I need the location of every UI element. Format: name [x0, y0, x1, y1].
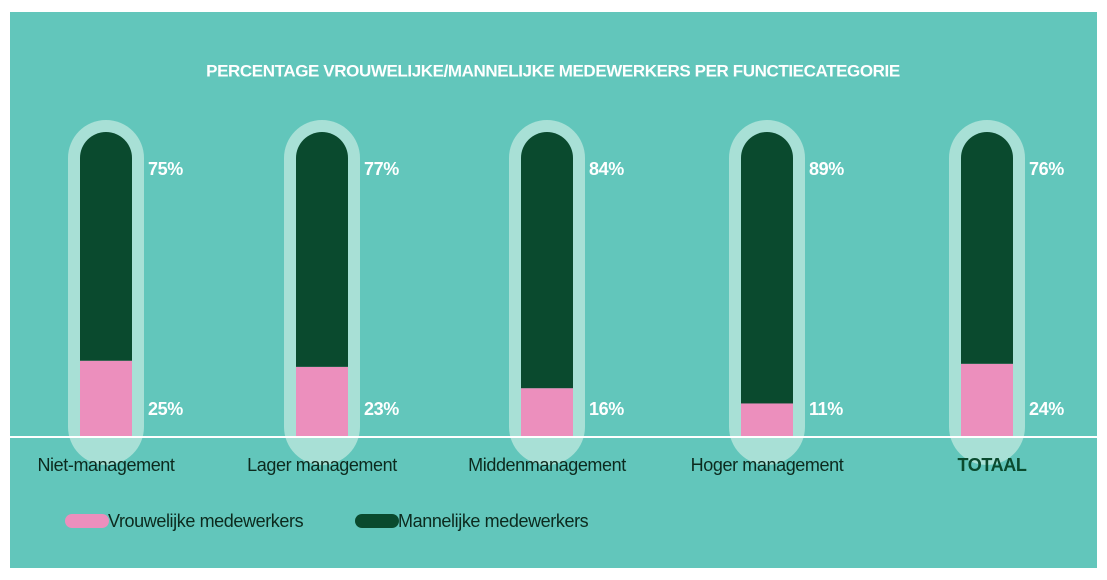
- bar-segment: [961, 132, 1013, 364]
- legend-label: Vrouwelijke medewerkers: [108, 511, 304, 531]
- value-label: 89%: [809, 159, 844, 179]
- value-label: 75%: [148, 159, 183, 179]
- x-tick-label: Lager management: [247, 455, 397, 475]
- value-label: 84%: [589, 159, 624, 179]
- value-label: 77%: [364, 159, 399, 179]
- legend-label: Mannelijke medewerkers: [398, 511, 589, 531]
- bar-segment: [741, 132, 793, 404]
- x-tick-label: TOTAAL: [958, 455, 1027, 475]
- value-label: 23%: [364, 399, 399, 419]
- bar-segment: [741, 403, 793, 437]
- bar-segment: [961, 363, 1013, 437]
- x-tick-label: Hoger management: [691, 455, 844, 475]
- x-tick-label: Niet-management: [37, 455, 174, 475]
- x-tick-label: Middenmanagement: [468, 455, 626, 475]
- bar-segment: [80, 360, 132, 437]
- bar-segment: [80, 132, 132, 361]
- value-label: 24%: [1029, 399, 1064, 419]
- legend-swatch: [355, 514, 399, 528]
- legend-swatch: [65, 514, 109, 528]
- value-label: 11%: [809, 399, 843, 419]
- value-label: 16%: [589, 399, 624, 419]
- bar-segment: [296, 366, 348, 437]
- bar-segment: [296, 132, 348, 367]
- value-label: 76%: [1029, 159, 1064, 179]
- bar-segment: [521, 132, 573, 389]
- value-label: 25%: [148, 399, 183, 419]
- chart-title: PERCENTAGE VROUWELIJKE/MANNELIJKE MEDEWE…: [206, 61, 900, 80]
- bar-segment: [521, 388, 573, 437]
